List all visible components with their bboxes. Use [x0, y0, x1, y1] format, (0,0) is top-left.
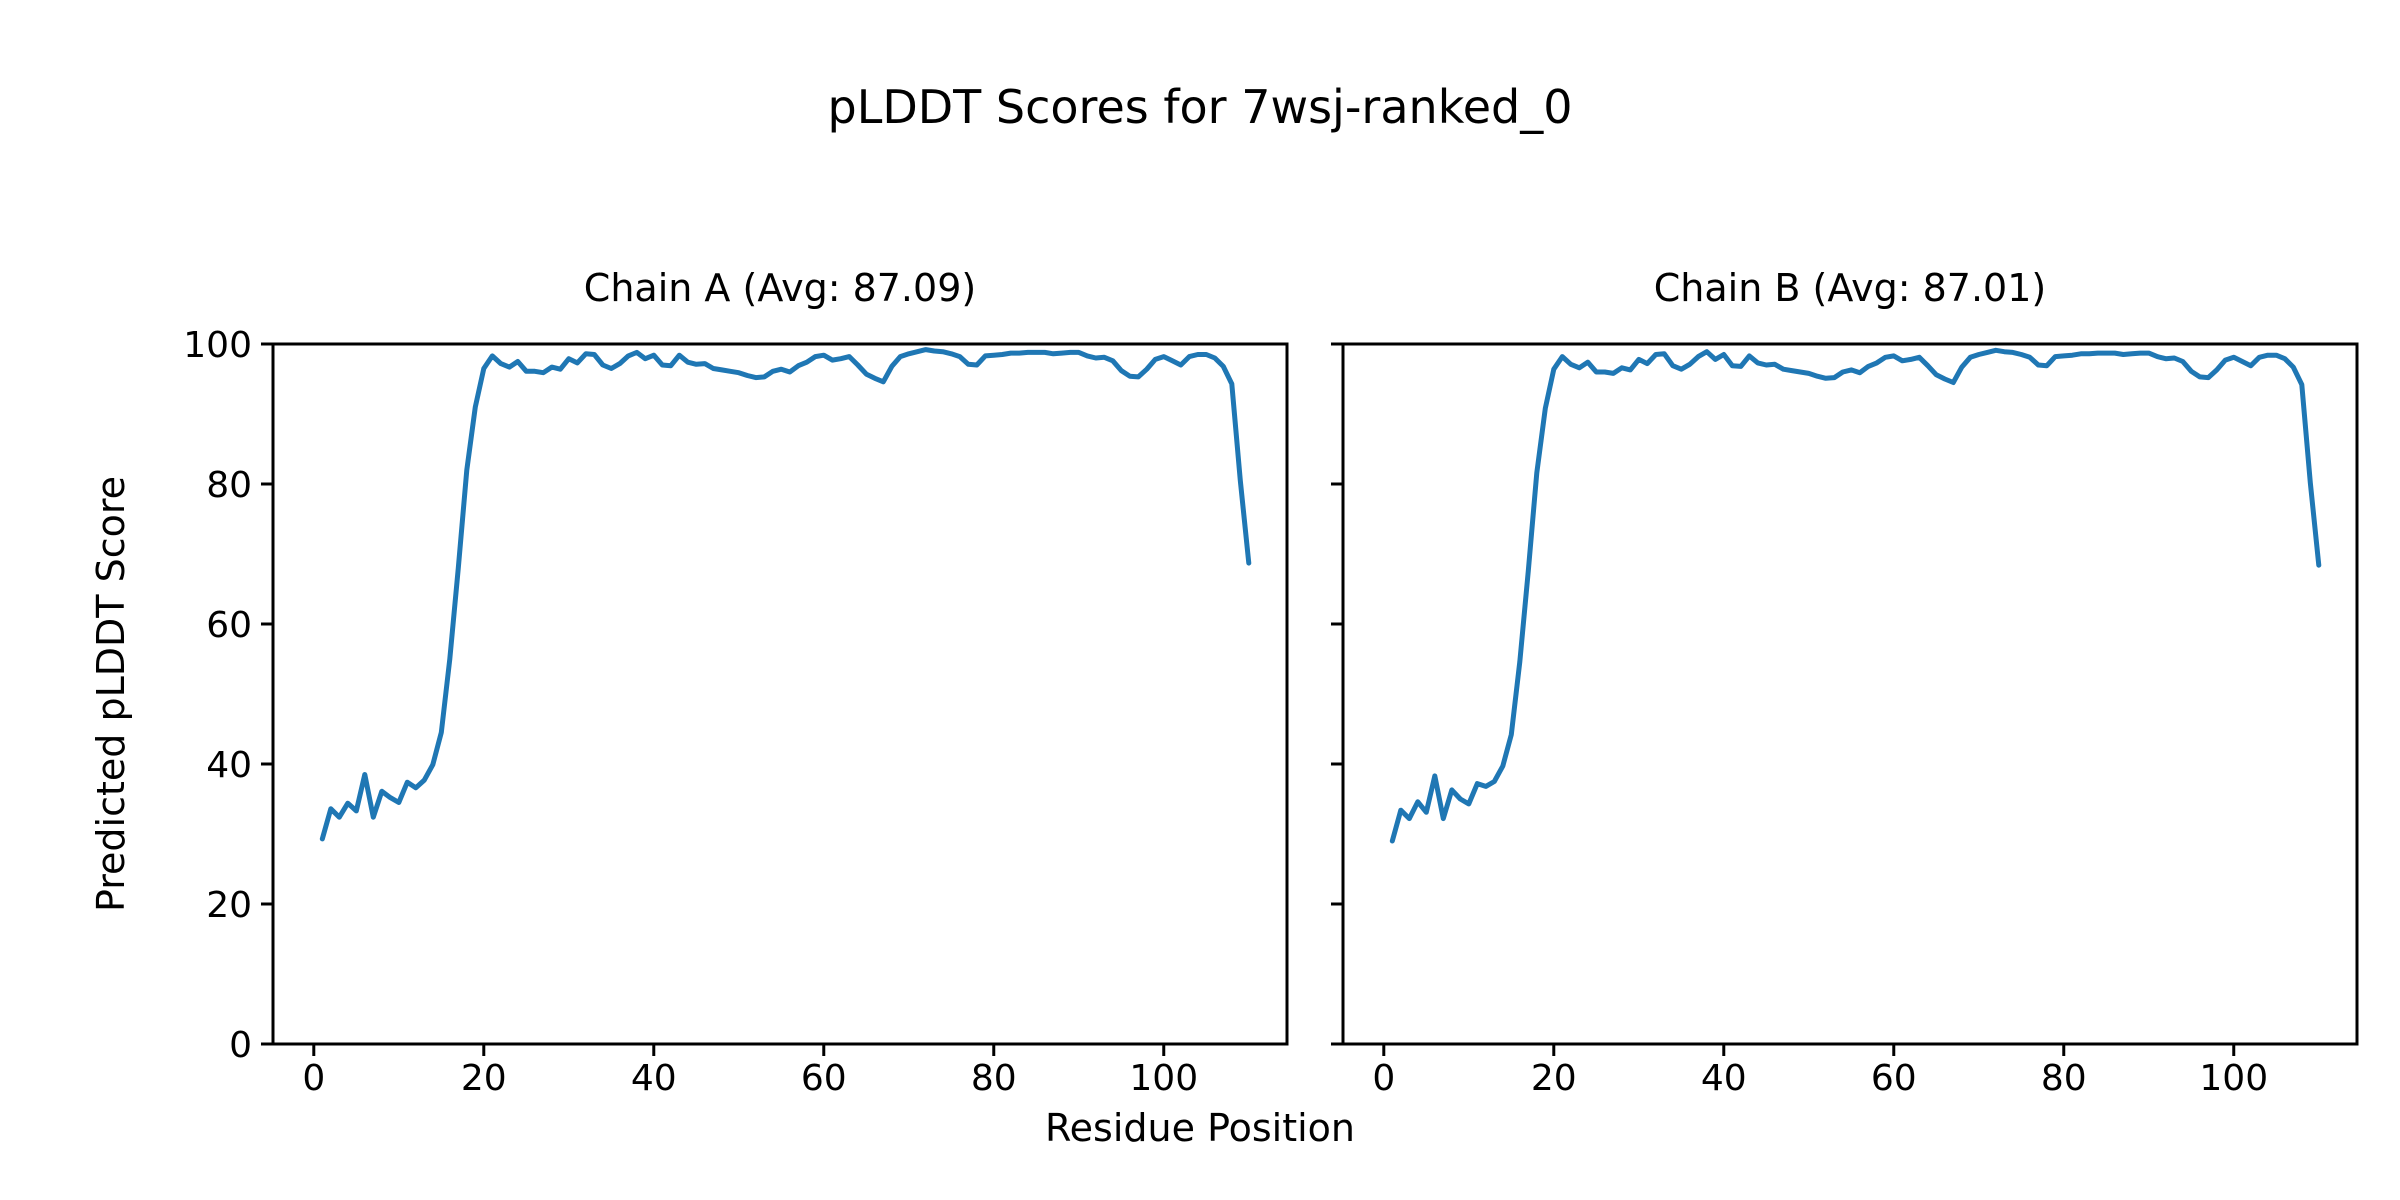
y-tick-label-chain-a: 0 — [229, 1025, 252, 1066]
subplot-title-chain-b: Chain B (Avg: 87.01) — [1653, 266, 2047, 310]
x-tick-label-chain-a: 60 — [801, 1058, 847, 1099]
axes-chain-b — [1341, 342, 2359, 1046]
x-tick-label-chain-a: 80 — [971, 1058, 1017, 1099]
x-tick-label-chain-b: 100 — [2199, 1058, 2268, 1099]
subplot-title-chain-a: Chain A (Avg: 87.09) — [583, 266, 977, 310]
x-tick-label-chain-a: 0 — [302, 1058, 325, 1099]
plddt-line-chain-a — [319, 347, 1252, 842]
x-axis-label: Residue Position — [1044, 1106, 1356, 1150]
y-tick-label-chain-a: 40 — [206, 745, 252, 786]
axes-chain-a — [271, 342, 1289, 1046]
x-tick-label-chain-b: 80 — [2041, 1058, 2087, 1099]
x-tick-label-chain-b: 40 — [1701, 1058, 1747, 1099]
x-tick-label-chain-b: 0 — [1372, 1058, 1395, 1099]
y-tick-label-chain-a: 80 — [206, 465, 252, 506]
y-tick-label-chain-a: 60 — [206, 605, 252, 646]
x-tick-label-chain-a: 20 — [461, 1058, 507, 1099]
figure-title: pLDDT Scores for 7wsj-ranked_0 — [827, 80, 1573, 134]
plddt-line-chain-b — [1389, 347, 2322, 844]
x-tick-label-chain-a: 40 — [631, 1058, 677, 1099]
x-tick-label-chain-a: 100 — [1129, 1058, 1198, 1099]
x-tick-label-chain-b: 60 — [1871, 1058, 1917, 1099]
y-tick-label-chain-a: 100 — [183, 325, 252, 366]
y-tick-label-chain-a: 20 — [206, 885, 252, 926]
x-tick-label-chain-b: 20 — [1531, 1058, 1577, 1099]
